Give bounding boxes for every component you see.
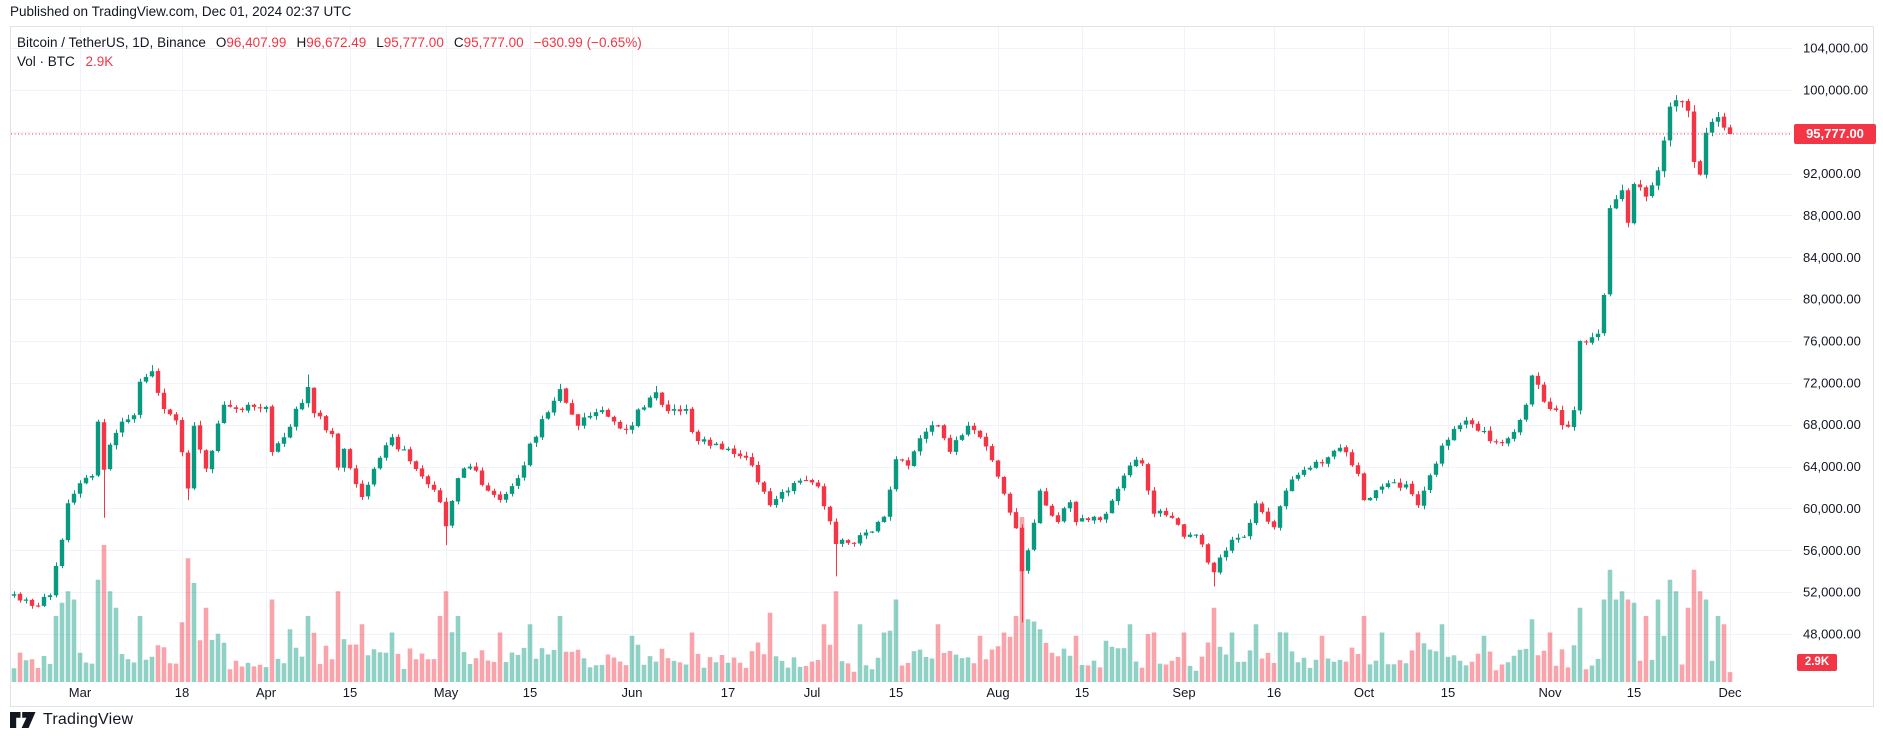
time-tick-label: 18 <box>175 685 189 700</box>
time-tick-label: Sep <box>1172 685 1195 700</box>
time-tick-label: 17 <box>721 685 735 700</box>
time-tick-label: 15 <box>343 685 357 700</box>
price-tick-label: 56,000.00 <box>1803 543 1861 558</box>
ohlc-O-segment: O96,407.99 <box>215 35 287 50</box>
candle-bodies-up <box>11 100 1721 606</box>
price-tick-label: 92,000.00 <box>1803 166 1861 181</box>
time-tick-label: May <box>434 685 459 700</box>
price-tick-label: 104,000.00 <box>1803 41 1868 56</box>
time-tick-label: 15 <box>1627 685 1641 700</box>
time-tick-label: 15 <box>1075 685 1089 700</box>
time-tick-label: Oct <box>1354 685 1375 700</box>
candle-wicks-down <box>20 98 1731 623</box>
price-tick-label: 84,000.00 <box>1803 250 1861 265</box>
time-tick-label: Aug <box>986 685 1009 700</box>
time-tick-label: Apr <box>256 685 277 700</box>
time-tick-label: Jun <box>622 685 643 700</box>
last-price-badge: 95,777.00 <box>1794 124 1876 144</box>
volume-label: Vol · BTC <box>17 54 75 69</box>
last-volume-badge: 2.9K <box>1797 654 1837 671</box>
time-tick-label: Dec <box>1718 685 1742 700</box>
price-tick-label: 88,000.00 <box>1803 208 1861 223</box>
ohlc-H-segment: H96,672.49 <box>296 35 367 50</box>
price-tick-label: 60,000.00 <box>1803 501 1861 516</box>
candle-wicks-up <box>14 95 1719 607</box>
chart-container <box>10 26 1874 707</box>
volume-value: 2.9K <box>85 54 114 69</box>
tradingview-logo-icon <box>10 712 36 728</box>
time-tick-label: 15 <box>1441 685 1455 700</box>
brand-name: TradingView <box>43 711 134 728</box>
symbol-title: Bitcoin / TetherUS, 1D, Binance <box>17 35 206 50</box>
price-tick-label: 100,000.00 <box>1803 82 1868 97</box>
volume-bars-down <box>17 517 1733 682</box>
time-tick-label: 15 <box>523 685 537 700</box>
price-tick-label: 64,000.00 <box>1803 459 1861 474</box>
volume-bars-up <box>11 569 1721 682</box>
price-tick-label: 52,000.00 <box>1803 585 1861 600</box>
footer-brand-link[interactable]: TradingView <box>10 711 133 729</box>
change-value: −630.99 (−0.65%) <box>533 35 642 50</box>
time-tick-label: 16 <box>1267 685 1281 700</box>
time-tick-label: Nov <box>1538 685 1562 700</box>
time-tick-label: Mar <box>69 685 92 700</box>
legend: Bitcoin / TetherUS, 1D, Binance O96,407.9… <box>17 33 642 71</box>
price-tick-label: 68,000.00 <box>1803 417 1861 432</box>
price-tick-label: 80,000.00 <box>1803 292 1861 307</box>
published-caption: Published on TradingView.com, Dec 01, 20… <box>10 4 352 19</box>
ohlc-L-segment: L95,777.00 <box>376 35 444 50</box>
time-tick-label: 15 <box>889 685 903 700</box>
price-tick-label: 76,000.00 <box>1803 334 1861 349</box>
time-tick-label: Jul <box>804 685 821 700</box>
ohlc-C-segment: C95,777.00 <box>453 35 524 50</box>
price-tick-label: 48,000.00 <box>1803 627 1861 642</box>
price-tick-label: 72,000.00 <box>1803 375 1861 390</box>
candle-bodies-down <box>17 101 1733 607</box>
